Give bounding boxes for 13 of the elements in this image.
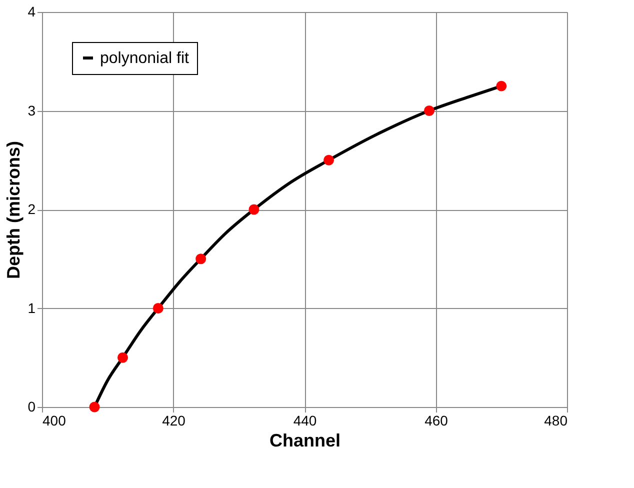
- y-tick-label: 0: [28, 398, 36, 414]
- x-tick-label: 400: [42, 412, 66, 428]
- legend-label: polynonial fit: [100, 50, 190, 67]
- x-tick-label: 460: [424, 412, 448, 428]
- x-tick-label: 480: [544, 412, 568, 428]
- y-tick-label: 2: [28, 201, 36, 217]
- x-tick-label: 440: [293, 412, 317, 428]
- y-tick-label: 4: [28, 4, 36, 20]
- y-tick-label: 3: [28, 102, 36, 118]
- x-axis-title: Channel: [269, 430, 341, 450]
- x-tick-label: 420: [162, 412, 186, 428]
- y-tick-label: 1: [28, 300, 36, 316]
- y-axis-title: Depth (microns): [4, 140, 24, 280]
